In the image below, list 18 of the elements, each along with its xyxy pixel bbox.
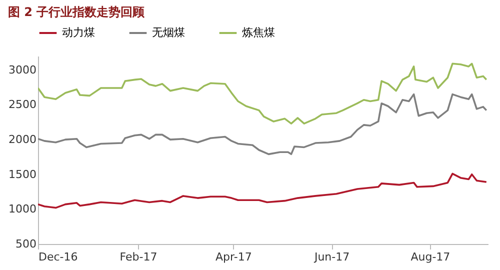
y-tick-label: 1000 <box>8 202 36 216</box>
x-tick-label: Apr-17 <box>216 250 252 264</box>
x-tick-label: Jun-17 <box>313 250 350 264</box>
y-tick-label: 500 <box>16 238 36 250</box>
line-series <box>38 62 488 124</box>
y-tick-label: 2000 <box>8 133 36 146</box>
x-tick-label: Dec-16 <box>38 250 78 264</box>
x-tick-label: Feb-17 <box>120 250 158 264</box>
chart-title: 图 2 子行业指数走势回顾 <box>8 5 146 19</box>
x-tick-label: Aug-17 <box>410 250 450 264</box>
legend-label: 无烟煤 <box>152 26 185 39</box>
legend-label: 动力煤 <box>62 26 95 39</box>
y-tick-label: 2500 <box>8 98 36 112</box>
line-series <box>38 93 488 156</box>
y-tick-label: 1500 <box>8 168 36 181</box>
line-series <box>38 172 488 209</box>
legend-label: 炼焦煤 <box>242 26 275 39</box>
y-tick-label: 3000 <box>8 63 36 76</box>
